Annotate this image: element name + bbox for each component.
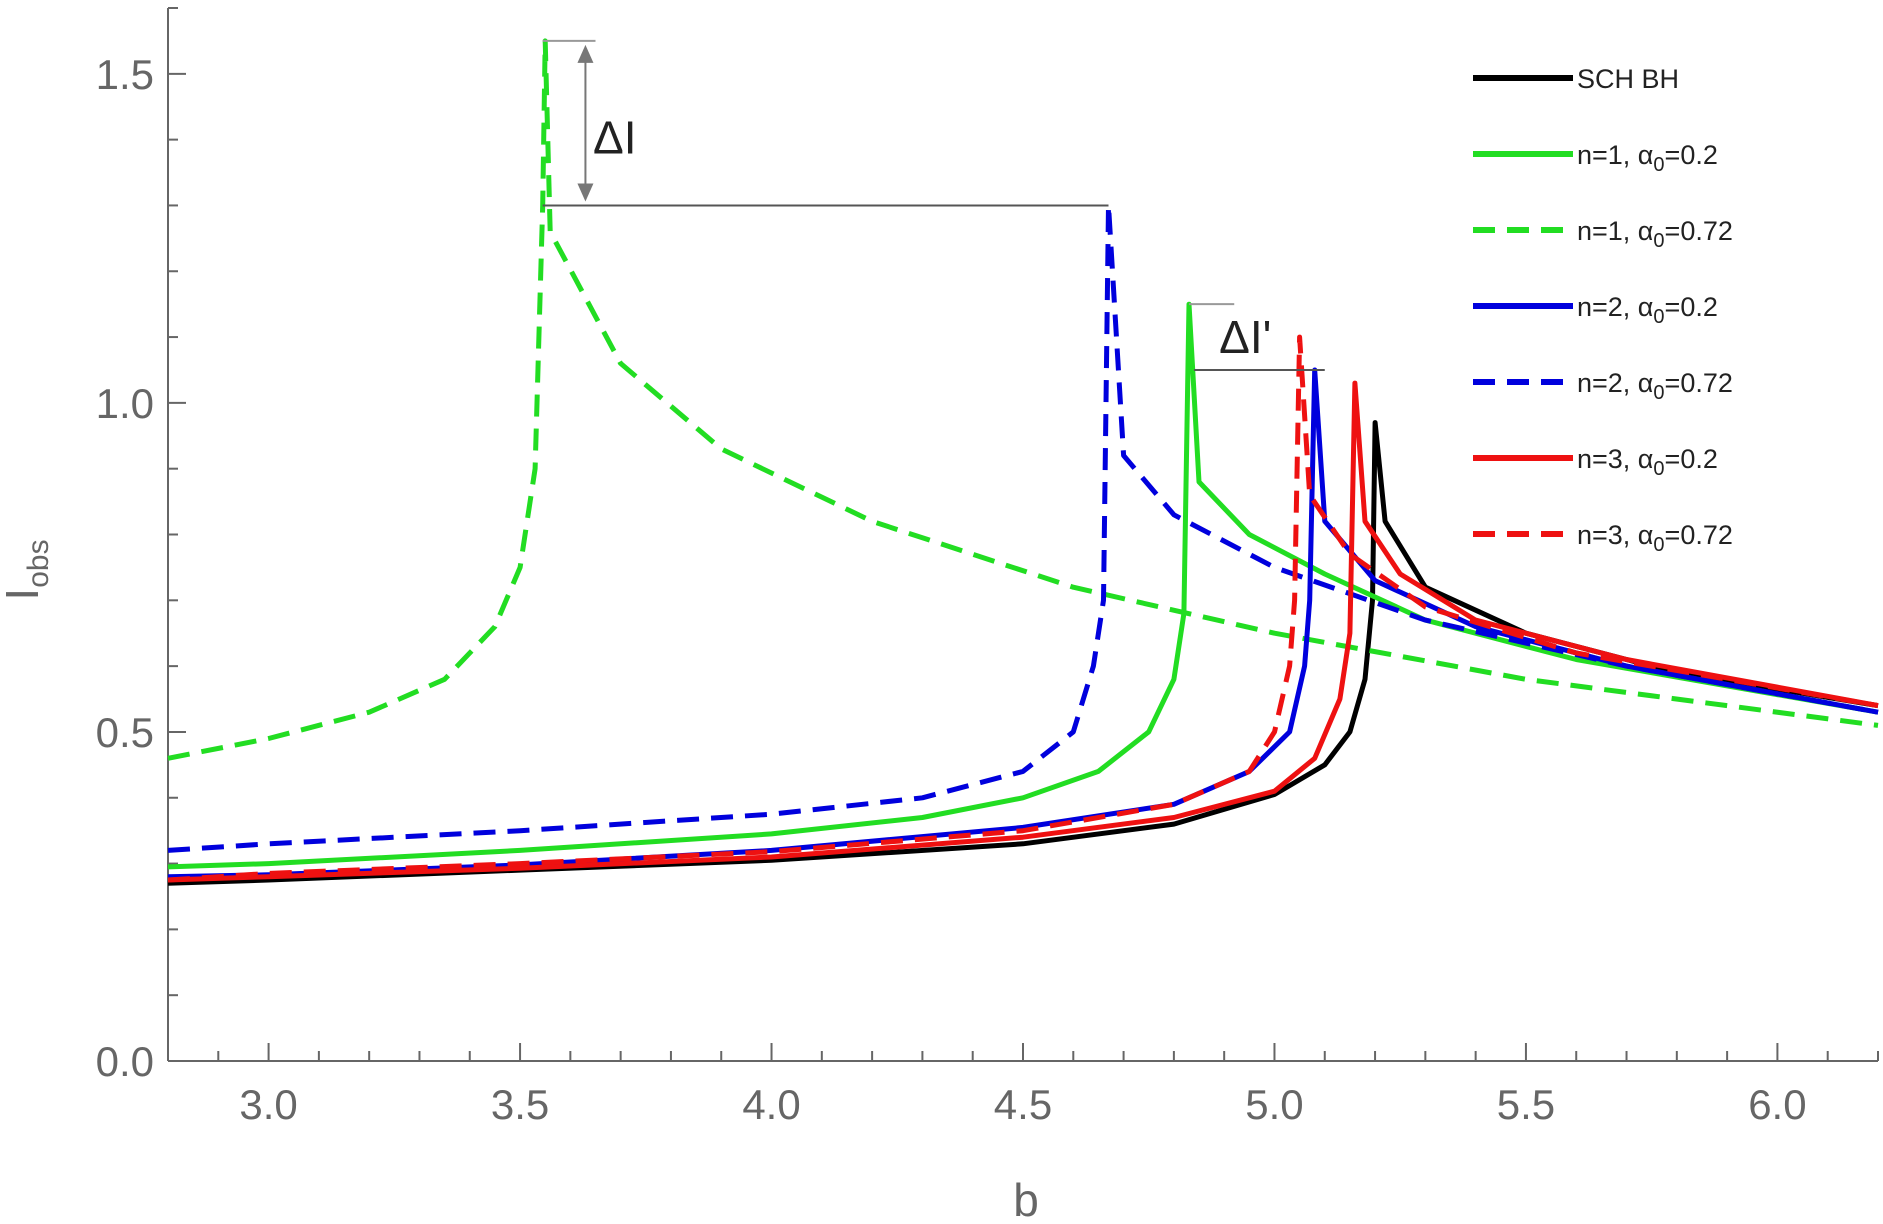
series-line-7 bbox=[167, 334, 1879, 883]
x-tick-label: 5.5 bbox=[1497, 1081, 1555, 1128]
x-tick-label: 3.5 bbox=[491, 1081, 549, 1128]
x-tick-label: 5.0 bbox=[1245, 1081, 1303, 1128]
x-tick-label: 4.5 bbox=[994, 1081, 1052, 1128]
x-axis-label: b bbox=[1013, 1174, 1039, 1224]
delta-i-prime-label: ΔI' bbox=[1219, 311, 1271, 363]
legend-label-3: n=1, α0=0.72 bbox=[1577, 216, 1733, 252]
legend-label-1: SCH BH bbox=[1577, 64, 1679, 94]
legend-label-5: n=2, α0=0.72 bbox=[1577, 368, 1733, 404]
series-line-6 bbox=[167, 380, 1879, 883]
x-tick-label: 6.0 bbox=[1748, 1081, 1806, 1128]
y-tick-label: 1.0 bbox=[96, 380, 154, 427]
y-tick-label: 1.5 bbox=[96, 51, 154, 98]
y-axis-label: Iobs bbox=[0, 539, 55, 600]
svg-text:Iobs: Iobs bbox=[0, 539, 55, 600]
series-line-2 bbox=[167, 301, 1879, 870]
legend-label-4: n=2, α0=0.2 bbox=[1577, 292, 1718, 328]
x-tick-label: 4.0 bbox=[742, 1081, 800, 1128]
delta-i-arrow-down bbox=[577, 183, 594, 202]
legend: SCH BH n=1, α0=0.2 n=1, α0=0.72 n=2, α0=0.2… bbox=[1473, 64, 1733, 556]
legend-label-2: n=1, α0=0.2 bbox=[1577, 140, 1718, 176]
ticks: 3.0 3.5 4.0 4.5 5.0 5.5 6.0 0.0 0.5 1.0 1.5 bbox=[96, 7, 1879, 1128]
delta-i-label: ΔI bbox=[593, 112, 637, 164]
y-tick-label: 0.0 bbox=[96, 1038, 154, 1085]
x-tick-label: 3.0 bbox=[239, 1081, 297, 1128]
delta-i-arrow-up bbox=[577, 44, 594, 63]
legend-label-7: n=3, α0=0.72 bbox=[1577, 520, 1733, 556]
y-axis-label-sub: obs bbox=[22, 539, 55, 587]
legend-label-6: n=3, α0=0.2 bbox=[1577, 444, 1718, 480]
y-tick-label: 0.5 bbox=[96, 709, 154, 756]
y-axis-label-main: I bbox=[0, 588, 48, 601]
annotations: ΔI ΔI' bbox=[542, 39, 1325, 371]
series-line-1 bbox=[167, 420, 1879, 886]
